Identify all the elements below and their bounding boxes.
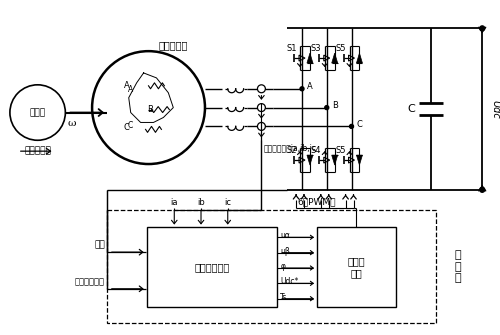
Circle shape: [92, 51, 205, 164]
Text: B: B: [148, 105, 154, 114]
Text: S2: S2: [286, 146, 296, 155]
Bar: [146, 227, 278, 307]
Text: ia: ia: [170, 198, 178, 207]
Text: C: C: [407, 104, 415, 114]
Text: 机械能输入: 机械能输入: [24, 147, 51, 156]
Circle shape: [480, 26, 484, 31]
Text: A: A: [124, 81, 130, 90]
Text: Udc*: Udc*: [280, 277, 298, 286]
Text: 异步发电机: 异步发电机: [158, 40, 188, 50]
Circle shape: [480, 187, 484, 192]
Circle shape: [325, 106, 328, 110]
Polygon shape: [299, 157, 305, 163]
Polygon shape: [332, 155, 338, 165]
Text: C: C: [128, 121, 134, 130]
Text: A: A: [307, 82, 312, 91]
Text: S5: S5: [336, 44, 346, 53]
Text: 母线电压采样: 母线电压采样: [75, 277, 105, 286]
Text: S3: S3: [311, 44, 322, 53]
Text: ic: ic: [224, 198, 231, 207]
Circle shape: [258, 104, 266, 112]
Text: φ: φ: [280, 262, 285, 271]
Circle shape: [258, 85, 266, 93]
Circle shape: [258, 123, 266, 130]
Polygon shape: [332, 53, 338, 63]
Text: ib: ib: [197, 198, 205, 207]
Circle shape: [10, 85, 66, 140]
Text: S1: S1: [286, 44, 296, 53]
Text: 6路PWM波: 6路PWM波: [298, 197, 336, 206]
Text: 原动机: 原动机: [30, 108, 46, 117]
Polygon shape: [324, 157, 330, 163]
Text: 三相电流采样ia,ib,ic: 三相电流采样ia,ib,ic: [264, 144, 316, 153]
Bar: [317, 227, 396, 307]
Text: 转速: 转速: [94, 241, 105, 250]
Polygon shape: [307, 155, 313, 165]
Polygon shape: [356, 53, 362, 63]
Text: S5: S5: [336, 146, 346, 155]
Bar: [107, 210, 436, 324]
Circle shape: [350, 124, 354, 128]
Text: Udc: Udc: [490, 100, 500, 119]
Text: Ts: Ts: [280, 293, 287, 302]
Text: 控
制
器: 控 制 器: [454, 250, 461, 283]
Text: 不连续
调制: 不连续 调制: [348, 256, 366, 278]
Text: S4: S4: [311, 146, 322, 155]
Text: B: B: [332, 101, 338, 110]
Polygon shape: [348, 55, 354, 61]
Text: uα: uα: [280, 231, 290, 240]
Text: C: C: [124, 123, 130, 132]
Polygon shape: [324, 55, 330, 61]
Text: ω: ω: [67, 119, 76, 128]
Text: A: A: [128, 85, 134, 94]
Text: C: C: [356, 120, 362, 129]
Text: uβ: uβ: [280, 247, 290, 256]
Circle shape: [300, 87, 304, 91]
Polygon shape: [307, 53, 313, 63]
Text: 发电控制算法: 发电控制算法: [194, 262, 230, 272]
Polygon shape: [299, 55, 305, 61]
Polygon shape: [348, 157, 354, 163]
Polygon shape: [356, 155, 362, 165]
